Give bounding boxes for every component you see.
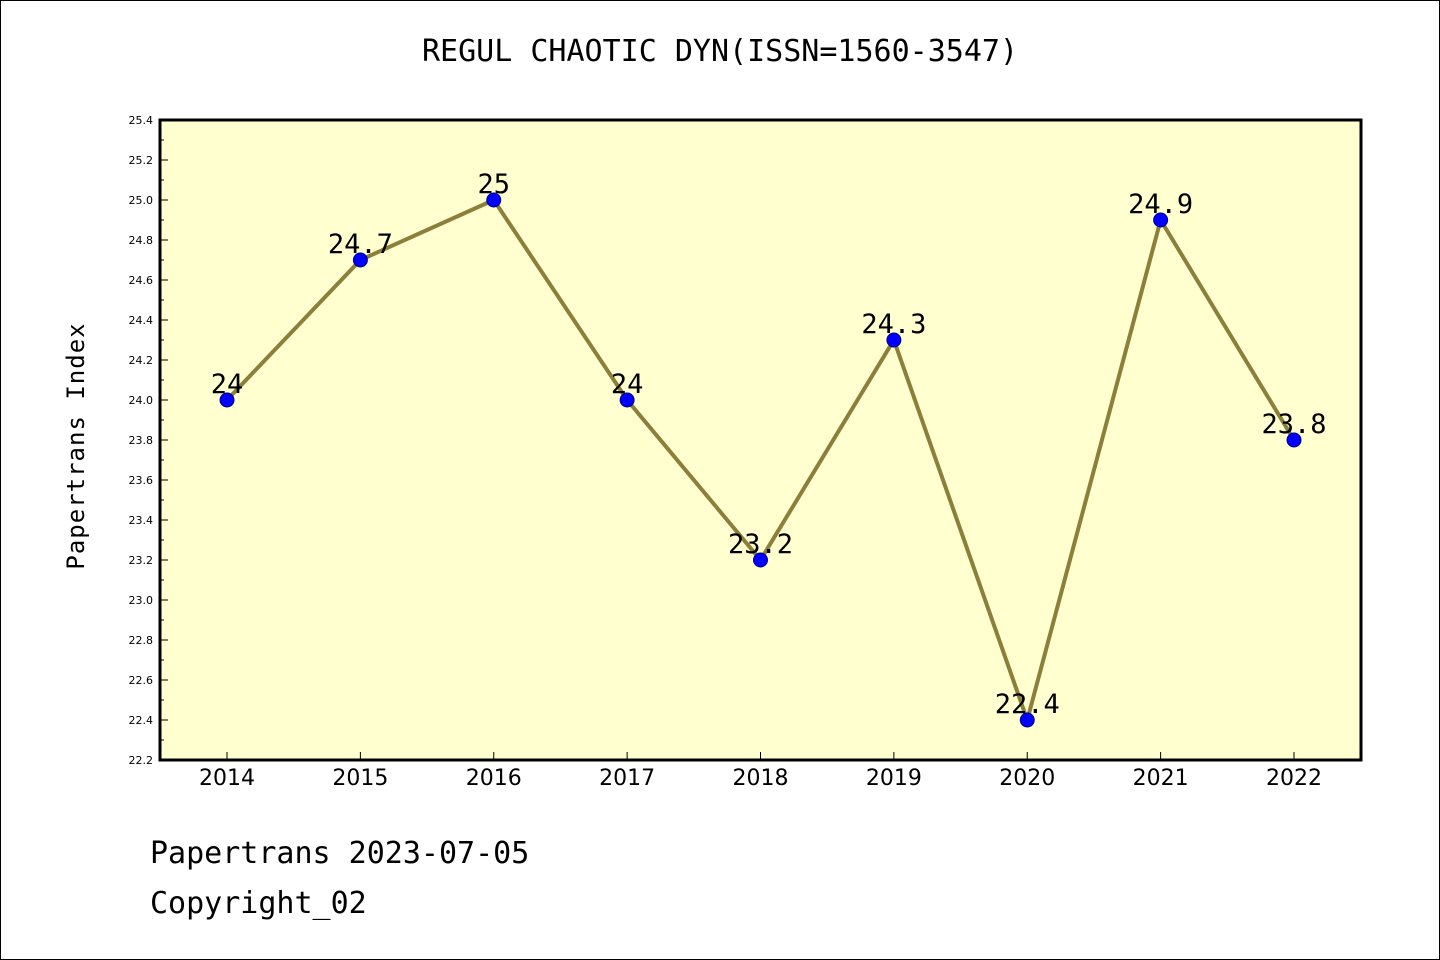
y-tick-label: 22.8	[129, 634, 154, 647]
x-tick-label: 2017	[599, 766, 655, 791]
y-tick-label: 25.4	[129, 114, 154, 127]
y-tick-label: 24.8	[129, 234, 154, 247]
x-tick-label: 2014	[199, 766, 255, 791]
data-label: 24.9	[1128, 189, 1193, 220]
y-tick-label: 23.0	[129, 594, 154, 607]
y-tick-label: 25.2	[129, 154, 154, 167]
y-axis-ticks: 22.2 22.4 22.6 22.8 23.0 23.2 23.4 23.6 23.8 24.0…	[129, 114, 168, 767]
data-label: 24.3	[861, 309, 926, 340]
data-point	[886, 332, 902, 348]
y-tick-label: 23.8	[129, 434, 154, 447]
data-point	[619, 392, 635, 408]
data-markers	[219, 192, 1302, 728]
y-tick-label: 22.4	[129, 714, 154, 727]
chart-title: REGUL CHAOTIC DYN(ISSN=1560-3547)	[421, 34, 1019, 69]
y-tick-label: 25.0	[129, 194, 154, 207]
x-tick-label: 2016	[466, 766, 522, 791]
data-label: 23.8	[1261, 409, 1326, 440]
data-point	[1153, 212, 1169, 228]
y-tick-label: 24.4	[129, 314, 154, 327]
y-tick-label: 24.6	[129, 274, 154, 287]
y-tick-label: 23.4	[129, 514, 154, 527]
data-label: 22.4	[995, 689, 1060, 720]
x-tick-label: 2019	[866, 766, 922, 791]
data-label: 24.7	[328, 229, 393, 260]
data-label: 24	[611, 369, 644, 400]
x-axis-ticks: 2014 2015 2016 2017 2018 2019 2020 2021 2022	[199, 752, 1322, 791]
data-point	[352, 252, 368, 268]
data-point	[1019, 712, 1035, 728]
x-tick-label: 2020	[999, 766, 1055, 791]
x-tick-label: 2015	[332, 766, 388, 791]
y-tick-label: 23.6	[129, 474, 154, 487]
data-labels: 24 24.7 25 24 23.2 24.3 22.4 24.9 23.8	[211, 169, 1327, 720]
y-tick-label: 23.2	[129, 554, 154, 567]
footer-line-1: Papertrans 2023-07-05	[150, 836, 530, 871]
data-point	[219, 392, 235, 408]
data-label: 25	[477, 169, 510, 200]
data-point	[753, 552, 768, 568]
y-tick-label: 22.2	[129, 754, 154, 767]
data-label: 23.2	[728, 529, 793, 560]
x-tick-label: 2021	[1133, 766, 1189, 791]
data-label: 24	[211, 369, 244, 400]
plot-border	[158, 118, 1363, 762]
footer-line-2: Copyright_02	[150, 886, 367, 921]
data-point	[486, 192, 502, 208]
y-tick-label: 22.6	[129, 674, 154, 687]
data-point	[1286, 432, 1302, 448]
x-tick-label: 2022	[1266, 766, 1322, 791]
x-tick-label: 2018	[733, 766, 789, 791]
y-tick-label: 24.2	[129, 354, 154, 367]
y-tick-label: 24.0	[129, 394, 154, 407]
